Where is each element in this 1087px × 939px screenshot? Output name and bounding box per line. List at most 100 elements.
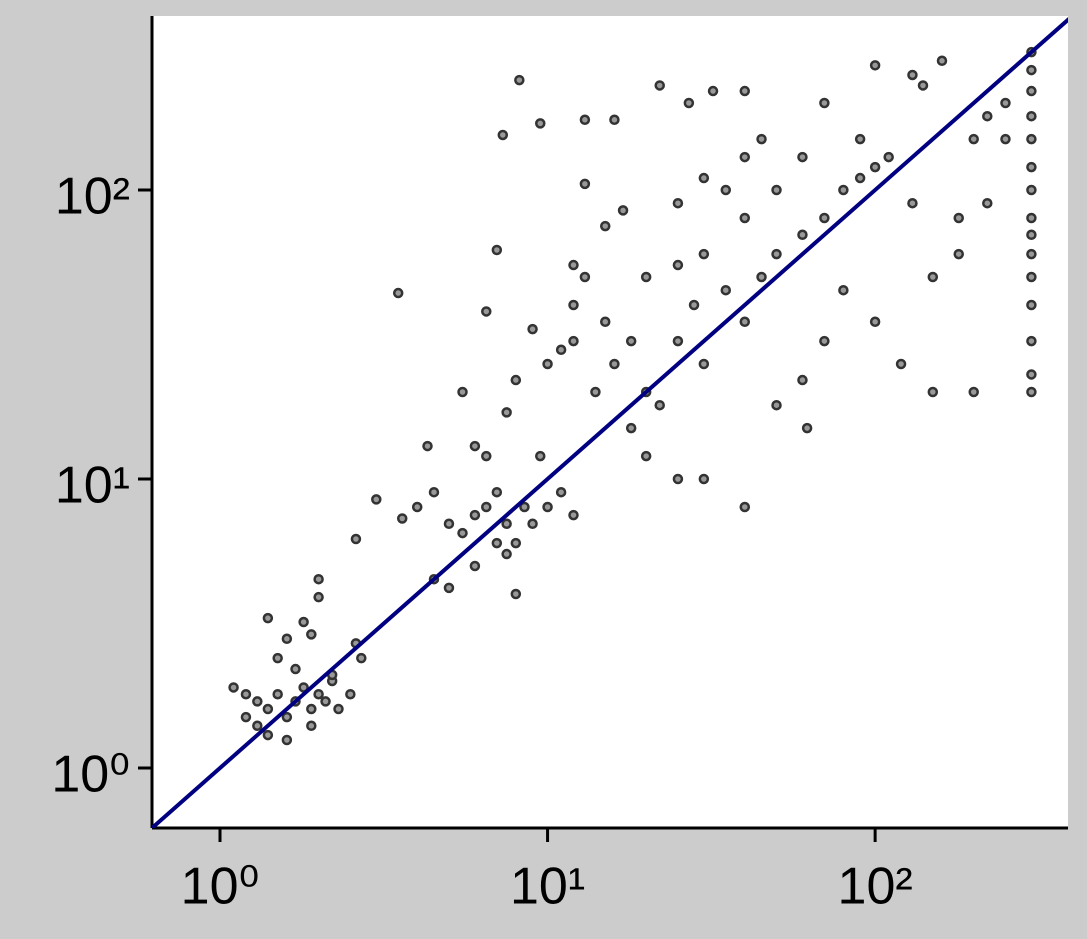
point	[527, 518, 538, 530]
point	[501, 518, 512, 530]
y-tick-label: 10⁰	[51, 746, 130, 804]
point	[252, 696, 263, 707]
point	[771, 248, 782, 260]
point	[625, 422, 637, 434]
point	[240, 688, 252, 700]
point	[306, 703, 317, 715]
point	[501, 407, 512, 418]
point	[672, 259, 684, 271]
point	[320, 696, 331, 707]
point	[313, 688, 324, 700]
point	[1026, 386, 1037, 398]
point	[1026, 133, 1037, 145]
point	[739, 151, 751, 163]
point	[392, 287, 404, 299]
point	[510, 588, 522, 600]
point	[854, 172, 866, 184]
point	[345, 688, 356, 700]
point	[739, 316, 751, 328]
point	[568, 259, 579, 271]
point	[917, 80, 929, 91]
point	[272, 652, 283, 664]
point	[371, 494, 382, 505]
point	[1026, 369, 1037, 380]
point	[568, 299, 579, 311]
point	[797, 229, 808, 241]
point	[1026, 184, 1037, 196]
point	[510, 374, 522, 386]
point	[1026, 271, 1037, 283]
point	[457, 527, 468, 539]
point	[739, 501, 751, 513]
point	[519, 501, 530, 513]
x-tick-label: 10⁰	[181, 858, 260, 916]
point	[469, 509, 481, 521]
point	[771, 399, 782, 411]
point	[497, 129, 509, 141]
point	[491, 244, 503, 256]
point	[491, 486, 503, 498]
point	[281, 633, 293, 645]
point	[514, 74, 525, 86]
point	[422, 440, 433, 452]
point	[982, 110, 993, 122]
point	[895, 358, 907, 370]
point	[555, 344, 567, 356]
point	[542, 358, 553, 370]
point	[481, 306, 492, 317]
point	[720, 184, 732, 196]
point	[797, 151, 808, 163]
point	[1026, 161, 1037, 173]
point	[617, 205, 629, 216]
point	[542, 501, 553, 513]
point	[683, 97, 695, 109]
point	[579, 178, 591, 190]
point	[228, 682, 239, 693]
point	[1026, 335, 1037, 347]
point	[838, 184, 849, 196]
point	[1026, 248, 1037, 260]
point	[281, 734, 293, 746]
point	[262, 703, 274, 715]
point	[411, 501, 423, 513]
point	[838, 284, 849, 296]
point	[1026, 229, 1037, 241]
point	[707, 85, 719, 97]
point	[1026, 85, 1037, 97]
point	[491, 537, 503, 549]
point	[688, 299, 700, 311]
point	[481, 450, 492, 462]
point	[869, 60, 881, 71]
point	[1000, 97, 1011, 109]
point	[240, 711, 252, 723]
point	[535, 450, 546, 462]
point	[333, 703, 344, 715]
point	[968, 386, 979, 398]
point	[252, 720, 263, 732]
point	[481, 501, 492, 513]
point	[1026, 64, 1037, 76]
point	[1026, 110, 1037, 122]
point	[720, 284, 732, 296]
point	[510, 537, 522, 549]
point	[568, 335, 579, 347]
point	[883, 151, 894, 163]
point	[771, 184, 782, 196]
point	[535, 118, 546, 129]
point	[350, 533, 362, 545]
point	[756, 271, 767, 283]
point	[281, 711, 293, 723]
point	[1026, 299, 1037, 311]
point	[579, 114, 591, 126]
point	[869, 316, 881, 328]
point	[819, 97, 830, 109]
point	[698, 172, 710, 184]
point	[625, 335, 637, 347]
point	[590, 386, 601, 398]
point	[396, 513, 408, 524]
point	[290, 663, 301, 675]
point	[907, 69, 918, 81]
point	[1000, 133, 1011, 145]
point	[640, 271, 652, 283]
